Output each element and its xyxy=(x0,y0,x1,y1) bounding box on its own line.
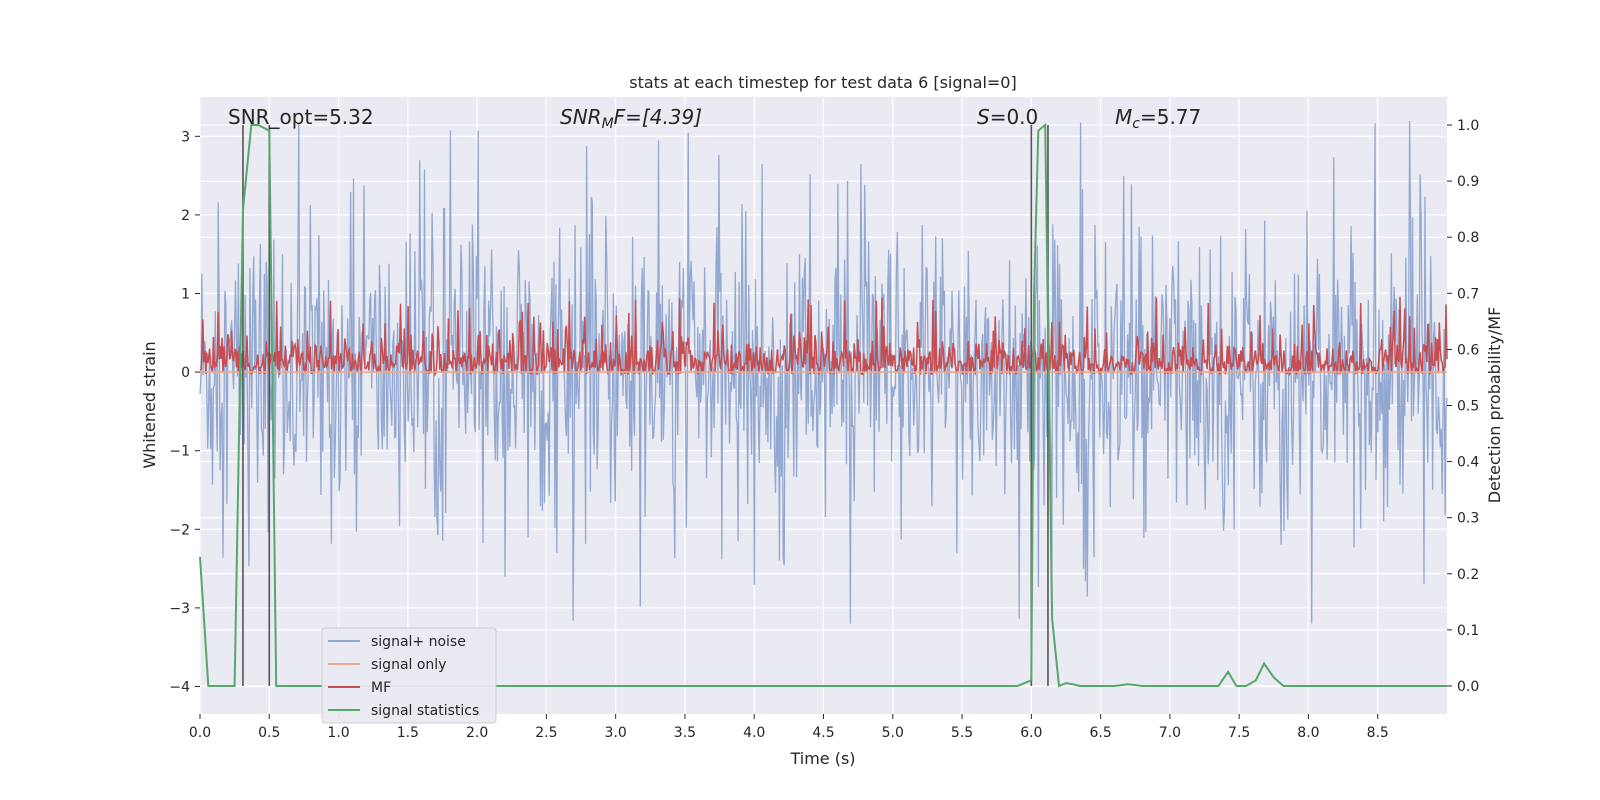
y-axis-right-label: Detection probability/MF xyxy=(1485,307,1504,504)
annotation-snr-opt: SNR_opt=5.32 xyxy=(228,105,374,129)
y-right-tick-label-2: 0.2 xyxy=(1457,567,1479,583)
y-right-tick-label-3: 0.3 xyxy=(1457,511,1479,527)
series-signal-statistics xyxy=(199,122,1447,688)
x-tick-label-17: 8.5 xyxy=(1367,725,1389,741)
y-tick-label-7: 3 xyxy=(181,129,190,145)
annotation-mc-sub: c xyxy=(1132,116,1140,132)
y-ticks-left: −4 −3 −2 −1 0 1 2 3 xyxy=(169,129,200,695)
x-tick-label-16: 8.0 xyxy=(1297,725,1319,741)
annotation-snr-mf-sub: M xyxy=(602,116,614,132)
x-tick-label-14: 7.0 xyxy=(1159,725,1181,741)
legend-label-signal-noise: signal+ noise xyxy=(371,634,466,650)
annotation-snr-mf: SNRMF=[4.39] xyxy=(560,105,702,132)
y-right-tick-label-5: 0.5 xyxy=(1457,399,1479,415)
x-tick-label-15: 7.5 xyxy=(1228,725,1250,741)
x-tick-label-11: 5.5 xyxy=(951,725,973,741)
x-tick-label-4: 2.0 xyxy=(466,725,488,741)
annotation-mc: Mc=5.77 xyxy=(1115,105,1201,132)
y-right-tick-label-1: 0.1 xyxy=(1457,623,1479,639)
x-tick-label-13: 6.5 xyxy=(1089,725,1111,741)
legend-box xyxy=(321,627,497,724)
y-tick-label-1: −3 xyxy=(169,601,190,617)
x-tick-label-5: 2.5 xyxy=(535,725,557,741)
y-ticks-right: 0.0 0.1 0.2 0.3 0.4 0.5 0.6 0.7 0.8 0.9 1.0 xyxy=(1447,118,1479,695)
y-tick-label-2: −2 xyxy=(169,522,190,538)
annotation-s-val: =0.0 xyxy=(990,105,1039,129)
annotation-s: S=0.0 xyxy=(977,105,1038,129)
y-tick-label-3: −1 xyxy=(169,444,190,460)
x-tick-label-6: 3.0 xyxy=(605,725,627,741)
annotation-mc-var: M xyxy=(1115,105,1132,129)
y-right-tick-label-0: 0.0 xyxy=(1457,679,1479,695)
signal-statistics-line xyxy=(199,122,1447,688)
y-tick-label-4: 0 xyxy=(181,365,190,381)
y-right-tick-label-9: 0.9 xyxy=(1457,174,1479,190)
y-right-tick-label-7: 0.7 xyxy=(1457,286,1479,302)
chart-title: stats at each timestep for test data 6 [… xyxy=(629,73,1016,92)
x-tick-label-10: 5.0 xyxy=(882,725,904,741)
y-axis-label: Whitened strain xyxy=(140,341,159,468)
y-tick-label-6: 2 xyxy=(181,208,190,224)
mf-line xyxy=(199,296,1448,377)
legend-label-mf: MF xyxy=(371,680,391,696)
series-mf xyxy=(199,296,1448,377)
x-tick-label-1: 0.5 xyxy=(258,725,280,741)
x-tick-label-3: 1.5 xyxy=(397,725,419,741)
annotation-mc-val: =5.77 xyxy=(1140,105,1201,129)
annotation-snr-mf-tail: F=[4.39] xyxy=(614,105,702,129)
x-ticks: 0.0 0.5 1.0 1.5 2.0 2.5 3.0 3.5 4.0 4.5 5.0 5.5 6.0 6… xyxy=(189,714,1389,741)
x-axis-label: Time (s) xyxy=(789,749,855,768)
legend-label-signal-statistics: signal statistics xyxy=(371,703,479,719)
x-tick-label-12: 6.0 xyxy=(1020,725,1042,741)
x-tick-label-7: 3.5 xyxy=(674,725,696,741)
legend-label-signal-only: signal only xyxy=(371,657,446,673)
x-tick-label-9: 4.5 xyxy=(812,725,834,741)
grid xyxy=(199,97,1447,714)
x-tick-label-0: 0.0 xyxy=(189,725,211,741)
y-tick-label-0: −4 xyxy=(169,679,190,695)
annotation-snr-mf-base: SNR xyxy=(560,105,602,129)
y-right-tick-label-4: 0.4 xyxy=(1457,455,1479,471)
y-right-tick-label-10: 1.0 xyxy=(1457,118,1479,134)
y-right-tick-label-6: 0.6 xyxy=(1457,342,1479,358)
annotation-s-var: S xyxy=(977,105,990,129)
y-right-tick-label-8: 0.8 xyxy=(1457,230,1479,246)
x-tick-label-8: 4.0 xyxy=(743,725,765,741)
legend: signal+ noise signal only MF signal stat… xyxy=(321,627,497,724)
x-tick-label-2: 1.0 xyxy=(327,725,349,741)
y-tick-label-5: 1 xyxy=(181,286,190,302)
